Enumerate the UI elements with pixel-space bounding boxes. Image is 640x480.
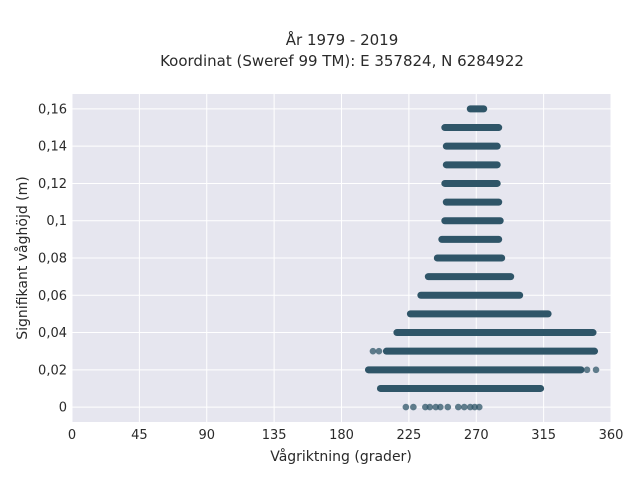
x-axis-label: Vågriktning (grader) <box>270 448 412 465</box>
data-points <box>364 105 600 411</box>
y-tick-label: 0,06 <box>38 289 67 304</box>
data-point <box>444 403 452 411</box>
y-tick-label: 0,08 <box>38 252 67 267</box>
data-point <box>460 403 468 411</box>
y-axis-label: Signifikant våghöjd (m) <box>14 176 31 339</box>
x-tick-label: 135 <box>262 428 287 443</box>
x-tick-label: 270 <box>464 428 489 443</box>
x-tick-label: 360 <box>599 428 624 443</box>
data-point <box>369 347 377 355</box>
data-point <box>454 403 462 411</box>
data-point <box>583 366 591 374</box>
y-tick-label: 0,02 <box>38 363 67 378</box>
x-tick-label: 45 <box>131 428 148 443</box>
y-axis-ticks: 0 0,02 0,04 0,06 0,08 0,1 0,12 0,14 0,16 <box>38 102 67 415</box>
chart-title-line-1: År 1979 - 2019 <box>286 30 399 49</box>
y-tick-label: 0,16 <box>38 102 67 117</box>
x-tick-label: 90 <box>198 428 215 443</box>
y-tick-label: 0 <box>59 401 67 416</box>
x-tick-label: 180 <box>329 428 354 443</box>
data-point <box>592 366 600 374</box>
y-tick-label: 0,14 <box>38 140 67 155</box>
data-point <box>410 403 417 411</box>
x-tick-label: 225 <box>396 428 421 443</box>
data-point <box>402 403 410 411</box>
x-tick-label: 0 <box>68 428 76 443</box>
chart-title-line-2: Koordinat (Sweref 99 TM): E 357824, N 62… <box>160 52 524 70</box>
data-point <box>437 403 444 411</box>
data-point <box>375 347 383 355</box>
x-axis-ticks: 0 45 90 135 180 225 270 315 360 <box>68 428 624 443</box>
y-tick-label: 0,04 <box>38 326 67 341</box>
x-tick-label: 315 <box>531 428 556 443</box>
y-tick-label: 0,1 <box>46 214 67 229</box>
data-point <box>475 403 483 411</box>
data-point <box>426 403 434 411</box>
y-tick-label: 0,12 <box>38 177 67 192</box>
